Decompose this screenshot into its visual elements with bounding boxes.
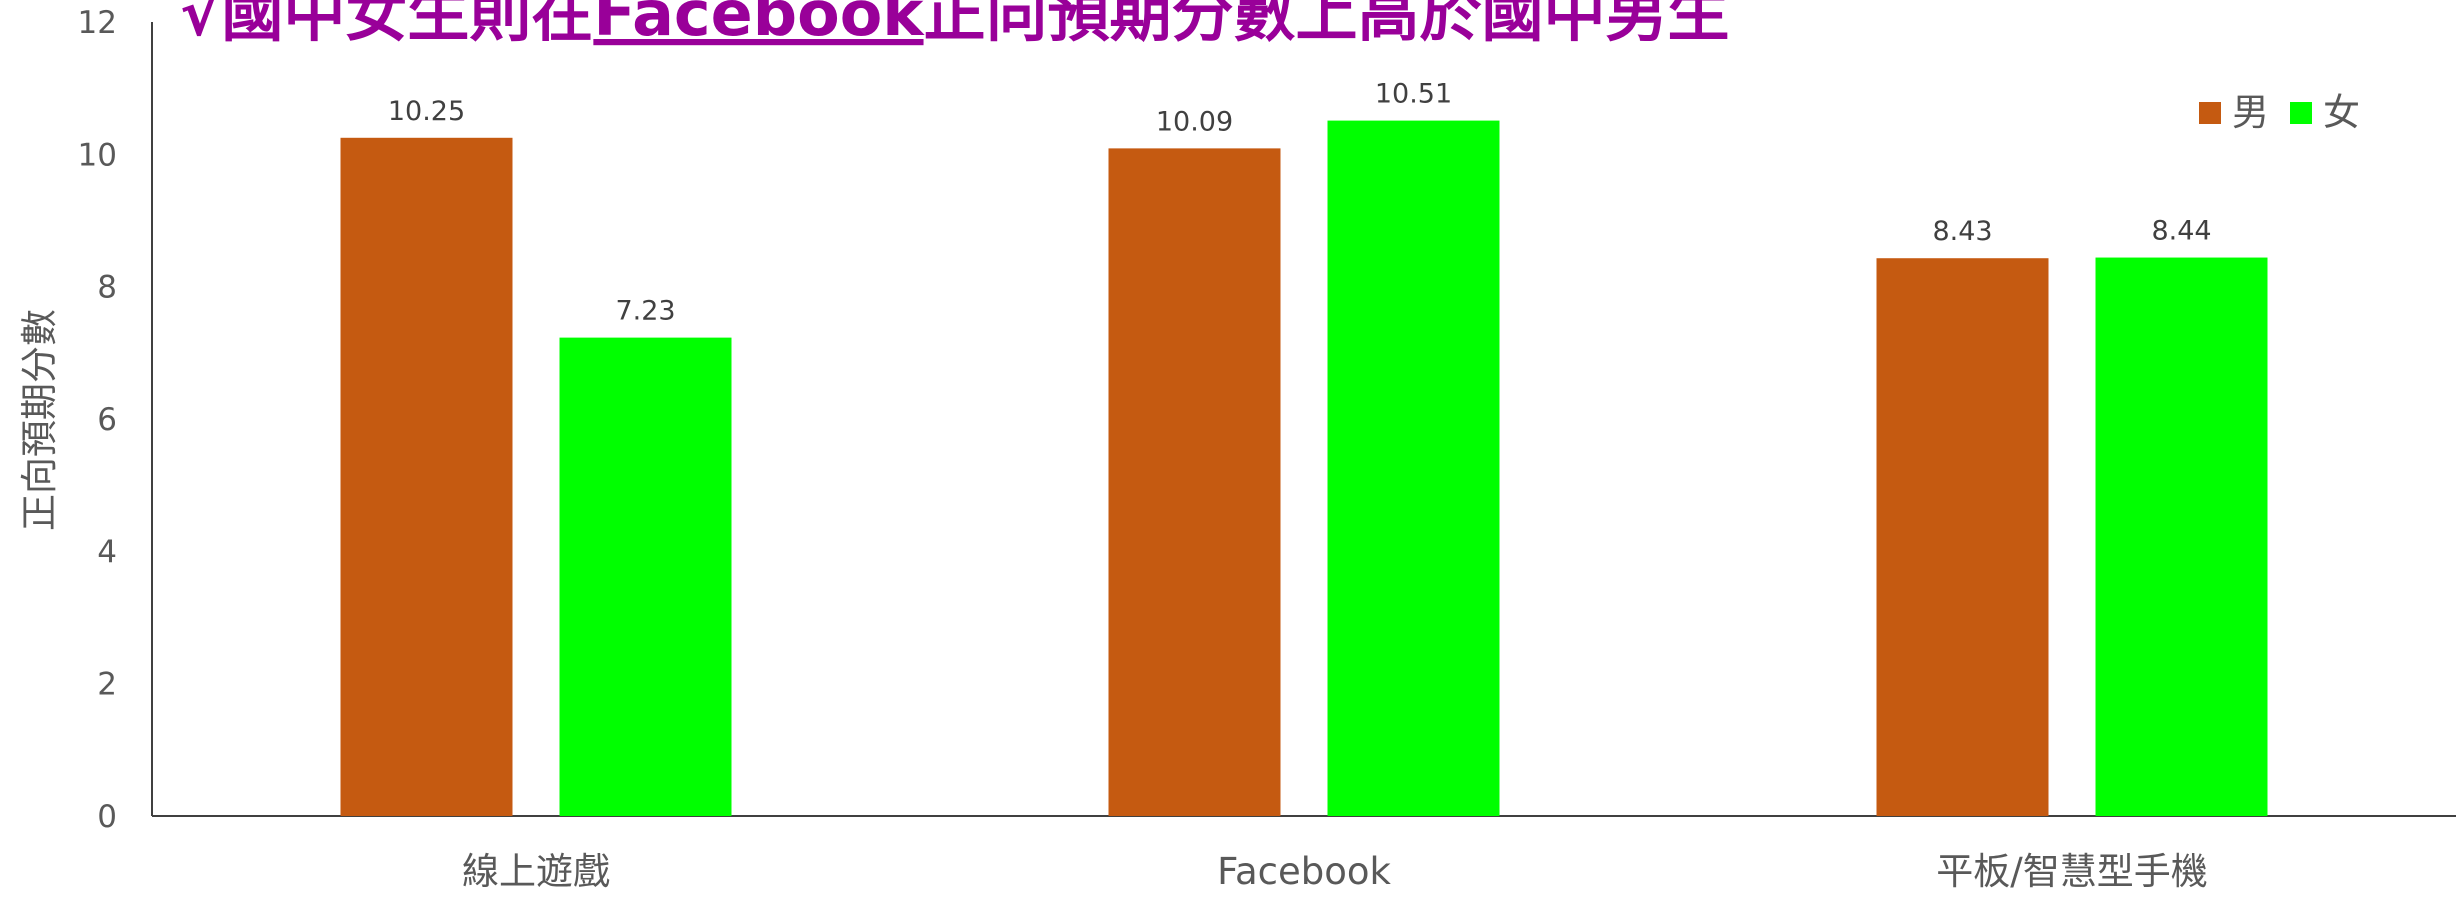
x-tick-label: Facebook: [1217, 850, 1391, 893]
legend-swatch: [2199, 102, 2221, 124]
data-label: 8.43: [1932, 216, 1992, 247]
y-tick-label: 6: [97, 402, 117, 438]
bar: [1108, 148, 1281, 817]
data-label: 10.09: [1156, 106, 1233, 137]
bar: [2095, 257, 2268, 816]
title-part: Facebook: [593, 0, 925, 50]
title-part: √國中女生則在: [180, 0, 593, 50]
bar: [340, 137, 513, 816]
data-label: 7.23: [615, 296, 675, 327]
bar: [559, 337, 732, 816]
data-label: 10.25: [388, 96, 465, 127]
y-tick-label: 8: [97, 270, 117, 306]
x-tick-label: 線上遊戲: [462, 850, 610, 893]
x-tick-label: 平板/智慧型手機: [1936, 850, 2207, 893]
chart-title: √國中女生則在Facebook正向預期分數上高於國中男生: [180, 0, 1730, 50]
title-part: 正向預期分數上高於國中男生: [924, 0, 1730, 50]
y-tick-label: 4: [97, 534, 117, 570]
legend-label: 男: [2232, 91, 2269, 134]
legend-label: 女: [2323, 91, 2360, 134]
legend-swatch: [2290, 102, 2312, 124]
data-label: 10.51: [1375, 79, 1452, 110]
y-tick-label: 12: [78, 5, 117, 41]
y-axis-label: 正向預期分數: [18, 309, 61, 531]
data-label: 8.44: [2151, 216, 2211, 247]
y-tick-label: 2: [97, 667, 117, 703]
bar: [1876, 258, 2049, 817]
y-tick-label: 10: [78, 137, 117, 173]
y-tick-label: 0: [97, 799, 117, 835]
bar: [1327, 120, 1500, 817]
